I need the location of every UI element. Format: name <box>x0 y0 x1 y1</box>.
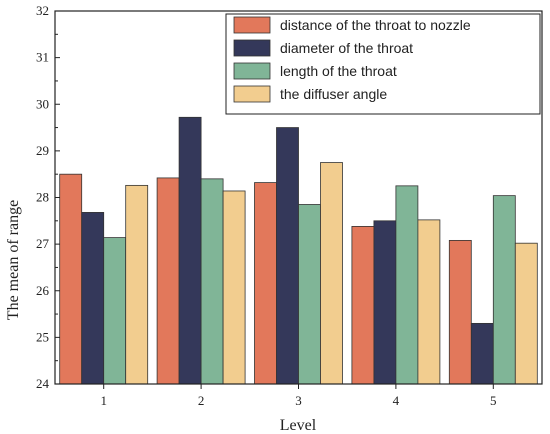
bar-level-3-series-4 <box>320 162 343 385</box>
bar-level-5-series-4 <box>514 242 538 385</box>
bar-level-2-series-4 <box>222 190 246 385</box>
y-axis-title: The mean of range <box>5 200 22 320</box>
bar-level-2-series-3 <box>200 178 224 385</box>
bar-level-4-series-1 <box>351 226 375 385</box>
y-tick-label: 24 <box>36 376 50 391</box>
x-axis: 1 2 3 4 5 <box>100 384 497 408</box>
x-tick-label: 4 <box>393 393 400 408</box>
bar-level-4-series-3 <box>395 185 419 385</box>
bar-level-4-series-4 <box>417 219 441 385</box>
bar-level-5-series-2 <box>470 322 494 385</box>
legend: distance of the throat to nozzle diameter… <box>225 13 541 115</box>
legend-label: the diffuser angle <box>280 86 387 102</box>
y-tick-label: 27 <box>36 236 50 251</box>
legend-swatch <box>233 16 271 34</box>
y-tick-label: 31 <box>36 50 49 65</box>
bar-level-2-series-2 <box>178 116 202 385</box>
bar-level-3-series-1 <box>254 182 277 385</box>
bar-level-5-series-1 <box>448 239 472 385</box>
x-tick-label: 3 <box>295 393 302 408</box>
legend-label: length of the throat <box>280 63 397 79</box>
bar-level-1-series-3 <box>103 237 127 385</box>
bar-level-1-series-1 <box>59 173 83 385</box>
legend-box <box>225 13 541 115</box>
bar-level-2-series-1 <box>156 177 180 385</box>
x-tick-label: 1 <box>100 393 107 408</box>
y-tick-label: 26 <box>36 283 50 298</box>
y-tick-label: 25 <box>36 329 49 344</box>
y-axis: 24 25 26 27 28 29 30 31 32 <box>36 3 60 391</box>
bar-level-4-series-2 <box>373 220 397 385</box>
bar-level-3-series-3 <box>298 204 321 385</box>
y-tick-label: 28 <box>36 190 49 205</box>
x-axis-title: Level <box>280 417 317 434</box>
bar-level-1-series-4 <box>125 184 149 385</box>
bar-level-5-series-3 <box>492 195 516 385</box>
y-tick-label: 29 <box>36 143 49 158</box>
x-tick-label: 2 <box>198 393 205 408</box>
y-tick-label: 32 <box>36 3 49 18</box>
bars-layer <box>59 116 538 385</box>
bar-level-1-series-2 <box>81 212 105 385</box>
x-tick-label: 5 <box>490 393 497 408</box>
y-tick-label: 30 <box>36 96 49 111</box>
legend-swatch <box>233 85 271 103</box>
legend-label: distance of the throat to nozzle <box>280 17 471 33</box>
legend-label: diameter of the throat <box>280 40 413 56</box>
legend-swatch <box>233 39 271 57</box>
legend-swatch <box>233 62 271 80</box>
bar-level-3-series-2 <box>276 127 299 385</box>
